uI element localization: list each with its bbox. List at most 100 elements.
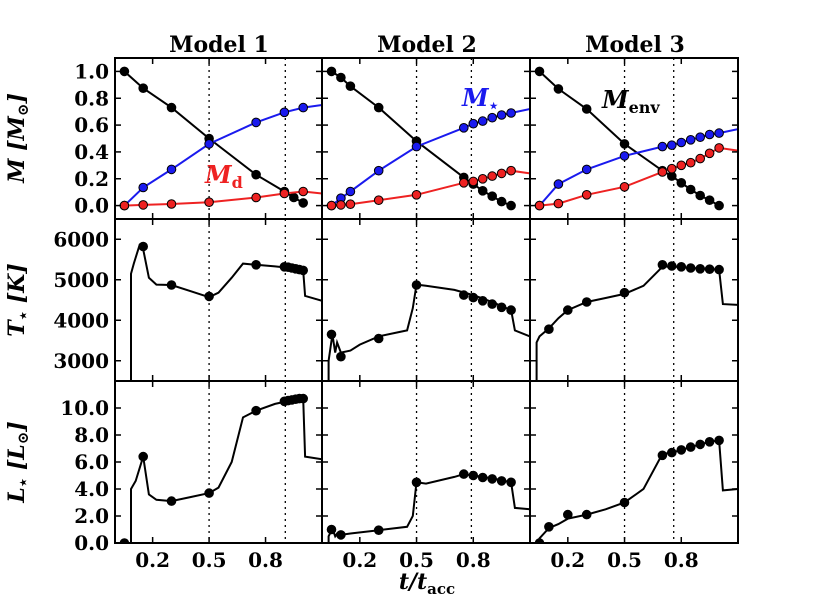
series-temperature-point xyxy=(251,260,261,270)
panel-frame xyxy=(529,380,739,544)
series-temperature-point xyxy=(326,329,337,340)
ylabel-mass-main: M xyxy=(4,158,30,184)
ylabel-luminosity-rest: [L xyxy=(4,444,30,478)
series-star-point xyxy=(676,137,687,148)
ylabel-temperature-main: T xyxy=(4,319,30,337)
series-luminosity-point xyxy=(468,470,479,481)
annotation-main: M xyxy=(204,160,233,189)
series-temperature-point xyxy=(695,264,706,274)
ylabel-mass-rest: [M xyxy=(4,115,30,158)
series-star-point xyxy=(506,108,516,118)
series-disk-point xyxy=(166,199,177,209)
y-tick-label: 4.0 xyxy=(74,477,109,501)
series-star-point xyxy=(704,129,715,140)
series-star-point xyxy=(373,165,384,176)
annotation-label: M⋆ xyxy=(461,83,499,115)
xlabel: t/tacc xyxy=(399,569,455,598)
y-tick-label: 0.0 xyxy=(74,194,109,218)
series-disk-point xyxy=(119,200,130,211)
panel-series-group xyxy=(119,66,322,211)
series-disk-point xyxy=(487,171,498,181)
ylabel-luminosity-sym: ⋆ xyxy=(14,478,32,487)
y-tick-label: 6.0 xyxy=(74,450,109,474)
series-luminosity-point xyxy=(166,496,177,506)
series-envelope-point xyxy=(496,196,507,207)
panel-frame xyxy=(114,380,323,544)
series-envelope-point xyxy=(553,84,564,94)
panel-series-group xyxy=(535,260,738,381)
series-luminosity-point xyxy=(487,474,498,484)
ylabel-mass-end: ] xyxy=(4,93,30,104)
series-temperature-point xyxy=(667,261,677,271)
y-tick-label: 10.0 xyxy=(60,396,109,420)
series-star-point xyxy=(581,164,592,175)
series-disk-point xyxy=(657,167,668,177)
series-temperature-point xyxy=(685,263,696,273)
series-luminosity-point xyxy=(563,509,573,520)
series-temperature-point xyxy=(411,280,422,290)
series-disk-point xyxy=(345,199,356,209)
series-star-point xyxy=(411,141,422,152)
series-temperature-point xyxy=(619,287,630,298)
ylabel-temperature-sym: ⋆ xyxy=(14,311,32,320)
series-disk-point xyxy=(468,176,479,187)
x-tick-label: 0.2 xyxy=(135,548,170,572)
series-temperature-point xyxy=(373,333,384,344)
series-disk-point xyxy=(704,148,715,159)
series-temperature-point xyxy=(138,241,148,252)
series-luminosity-point xyxy=(506,477,516,488)
ylabel-luminosity-end: ] xyxy=(4,421,30,432)
title-model-3: Model 3 xyxy=(585,32,685,58)
panel-mass-model-2 xyxy=(321,57,531,220)
series-star-point xyxy=(138,182,148,193)
series-star-point xyxy=(685,135,696,145)
series-luminosity-point xyxy=(685,442,696,452)
series-disk-point xyxy=(373,195,384,205)
series-star-point xyxy=(477,116,488,126)
series-envelope-point xyxy=(714,200,724,211)
series-luminosity-point xyxy=(619,497,630,508)
series-star-point xyxy=(667,140,677,150)
series-envelope-point xyxy=(487,191,498,201)
series-star-line xyxy=(123,104,322,207)
series-luminosity-point xyxy=(581,509,592,520)
series-luminosity-point xyxy=(544,522,554,532)
series-temperature-point xyxy=(506,305,516,315)
series-disk-point xyxy=(667,163,677,174)
series-envelope-point xyxy=(676,178,687,188)
ylabel-temperature: T⋆ [K] xyxy=(4,263,32,336)
y-tick-label: 0.8 xyxy=(74,86,109,110)
series-temperature-point xyxy=(204,291,214,302)
series-luminosity-point xyxy=(714,435,724,446)
series-temperature-point xyxy=(298,265,309,276)
series-temperature-point xyxy=(336,351,346,362)
annotation-sub: env xyxy=(629,98,661,117)
series-luminosity-point xyxy=(373,525,384,536)
series-temperature-point xyxy=(714,264,724,275)
series-disk-point xyxy=(676,160,687,171)
series-disk-point xyxy=(695,153,706,164)
series-envelope-point xyxy=(534,66,545,77)
title-model-2: Model 2 xyxy=(377,32,477,58)
series-disk-point xyxy=(619,182,630,192)
annotation-main: M xyxy=(461,83,490,112)
x-tick-label: 0.5 xyxy=(607,548,642,572)
series-envelope-point xyxy=(298,198,309,208)
series-temperature-point xyxy=(496,302,507,313)
series-disk-point xyxy=(685,157,696,168)
xlabel-main: t/t xyxy=(399,569,427,595)
series-disk-point xyxy=(477,174,488,184)
series-disk-point xyxy=(326,200,337,211)
series-star-point xyxy=(298,102,309,113)
ylabel-luminosity-main: L xyxy=(4,487,30,503)
annotation-label: Menv xyxy=(601,85,660,117)
series-temperature-point xyxy=(676,262,687,272)
series-luminosity-point xyxy=(138,451,148,462)
series-luminosity-line xyxy=(124,397,322,543)
panel-series-group xyxy=(534,66,738,211)
series-disk-point xyxy=(279,188,290,199)
panel-frame xyxy=(529,218,739,382)
series-luminosity-point xyxy=(119,538,130,543)
series-star-point xyxy=(487,112,498,123)
series-luminosity-point xyxy=(298,393,309,404)
